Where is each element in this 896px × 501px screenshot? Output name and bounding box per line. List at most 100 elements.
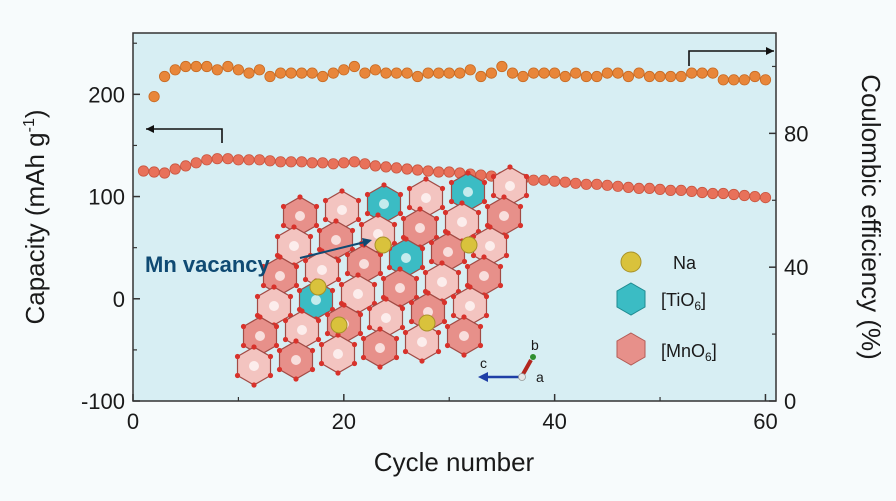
- oxygen-atom: [523, 173, 530, 180]
- oxygen-atom: [419, 245, 426, 252]
- oxygen-atom: [260, 263, 267, 270]
- legend-ti-label: [TiO6]: [661, 290, 706, 313]
- na-atom: [330, 316, 348, 334]
- octahedron-center: [297, 325, 307, 335]
- capacity-point: [159, 167, 171, 179]
- capacity-point: [274, 156, 287, 168]
- octahedron-center: [291, 355, 301, 365]
- efficiency-point: [749, 70, 761, 83]
- oxygen-atom: [351, 341, 358, 348]
- y-left-tick-label: 0: [113, 287, 125, 312]
- oxygen-atom: [490, 192, 497, 199]
- oxygen-atom: [280, 222, 287, 229]
- capacity-point: [285, 156, 297, 168]
- efficiency-point: [359, 67, 371, 79]
- oxygen-atom: [273, 323, 280, 330]
- capacity-point: [180, 160, 192, 172]
- efficiency-point: [612, 67, 624, 79]
- oxygen-atom: [293, 338, 299, 344]
- oxygen-atom: [419, 358, 425, 364]
- oxygen-atom: [503, 233, 510, 240]
- efficiency-point: [369, 64, 381, 76]
- oxygen-atom: [338, 281, 345, 288]
- oxygen-atom: [428, 239, 435, 246]
- efficiency-point: [485, 67, 497, 79]
- oxygen-atom: [335, 257, 342, 264]
- oxygen-atom: [391, 221, 398, 228]
- capacity-point: [327, 158, 339, 170]
- efficiency-point: [738, 74, 751, 86]
- x-tick-label: 40: [542, 409, 566, 434]
- mn-octahedron-icon: [616, 332, 646, 366]
- oxygen-atom: [406, 204, 413, 211]
- legend-ti: [TiO6]: [616, 282, 706, 316]
- oxygen-atom: [293, 376, 299, 382]
- capacity-point: [306, 157, 318, 169]
- capacity-point: [654, 183, 666, 195]
- left-axis-arrow: [146, 125, 223, 143]
- oxygen-atom: [357, 330, 364, 337]
- capacity-point: [401, 163, 413, 175]
- oxygen-atom: [450, 312, 457, 319]
- efficiency-point: [664, 70, 677, 83]
- octahedron-center: [353, 289, 363, 299]
- efficiency-point: [633, 67, 645, 79]
- capacity-point: [317, 157, 329, 169]
- oxygen-atom: [287, 293, 294, 300]
- oxygen-atom: [267, 372, 274, 379]
- capacity-point: [169, 163, 181, 175]
- oxygen-atom: [309, 347, 316, 354]
- oxygen-atom: [501, 194, 507, 200]
- oxygen-atom: [360, 335, 367, 342]
- efficiency-point: [696, 67, 708, 79]
- oxygen-atom: [397, 266, 403, 272]
- oxygen-atom: [465, 170, 471, 176]
- oxygen-atom: [358, 221, 365, 228]
- y-left-tick-label: 100: [88, 185, 125, 210]
- oxygen-atom: [333, 218, 339, 224]
- oxygen-atom: [324, 330, 331, 337]
- legend-mn: [MnO6]: [616, 332, 717, 366]
- efficiency-point: [443, 67, 455, 79]
- oxygen-atom: [335, 370, 341, 376]
- capacity-point: [728, 188, 740, 201]
- oxygen-atom: [497, 263, 504, 270]
- oxygen-atom: [296, 287, 303, 294]
- oxygen-atom: [313, 203, 320, 210]
- oxygen-atom: [315, 317, 322, 324]
- oxygen-atom: [371, 281, 378, 288]
- capacity-point: [570, 177, 582, 189]
- oxygen-atom: [293, 282, 300, 289]
- efficiency-point: [686, 67, 698, 79]
- x-axis-label: Cycle number: [374, 447, 535, 477]
- oxygen-atom: [234, 372, 241, 379]
- efficiency-point: [264, 70, 276, 83]
- capacity-point: [696, 186, 708, 199]
- oxygen-atom: [477, 323, 484, 330]
- oxygen-atom: [366, 305, 373, 312]
- octahedron-center: [381, 313, 391, 323]
- oxygen-atom: [254, 293, 261, 300]
- capacity-point: [538, 174, 550, 186]
- capacity-point: [148, 166, 160, 178]
- oxygen-atom: [523, 192, 530, 199]
- oxygen-atom: [406, 185, 413, 192]
- efficiency-point: [222, 60, 234, 73]
- series-layer: [137, 60, 772, 204]
- capacity-point: [232, 154, 244, 166]
- oxygen-atom: [335, 332, 341, 338]
- oxygen-atom: [355, 197, 362, 204]
- efficiency-point: [548, 67, 561, 79]
- efficiency-point: [454, 67, 466, 79]
- efficiency-point: [654, 70, 666, 83]
- octahedron-center: [443, 247, 453, 257]
- legend-na: Na: [620, 251, 697, 273]
- capacity-point: [264, 155, 276, 167]
- oxygen-atom: [461, 258, 468, 265]
- efficiency-point: [559, 70, 571, 83]
- efficiency-point: [496, 60, 508, 73]
- axis-c-label: c: [480, 355, 487, 371]
- oxygen-atom: [293, 263, 300, 270]
- capacity-point: [601, 179, 613, 191]
- oxygen-atom: [408, 299, 415, 306]
